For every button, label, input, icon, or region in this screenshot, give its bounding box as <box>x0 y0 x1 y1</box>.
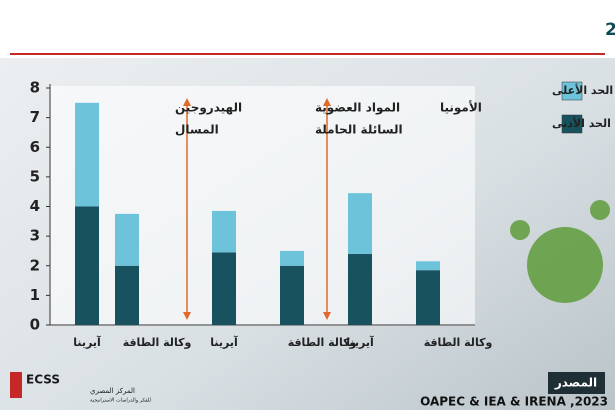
decoration <box>510 220 530 240</box>
bar-segment <box>115 213 139 266</box>
plot-area <box>50 86 475 326</box>
source-box <box>548 372 605 394</box>
chart-title: توقعات تكلفة نقل الهيدروجين وفق مسارات ا… <box>605 20 615 40</box>
logo-name: ECSS <box>26 373 60 387</box>
y-tick-label: 3 <box>30 227 40 245</box>
arrow-head <box>183 312 191 320</box>
logo-icon <box>10 372 22 398</box>
arrow-head <box>323 312 331 320</box>
bar-segment <box>75 206 99 325</box>
logo-line: للفكر والدراسات الاستراتيجية <box>90 398 151 404</box>
legend-swatch <box>561 81 583 101</box>
y-tick-label: 0 <box>30 316 40 334</box>
source: OAPEC & IEA & IRENA ,2023 <box>420 395 608 409</box>
x-tick-label: آيرينا <box>210 335 238 349</box>
bar-segment <box>416 261 440 271</box>
y-tick-label: 5 <box>30 167 40 185</box>
arrow-head <box>183 98 191 106</box>
group-label: الأمونيا <box>440 100 482 116</box>
x-tick-label: آيرينا <box>346 335 374 349</box>
arrow-head <box>323 98 331 106</box>
x-tick-label: وكالة الطاقة <box>424 336 493 349</box>
group-label: الهيدروجين <box>175 101 242 116</box>
y-tick-label: 4 <box>30 197 40 215</box>
group-label: المسال <box>175 123 219 137</box>
legend-label: الحد الأدنى <box>552 116 611 130</box>
y-tick-label: 1 <box>30 286 40 304</box>
y-tick-label: 8 <box>30 79 40 97</box>
y-tick-label: 6 <box>30 138 40 156</box>
bar-segment <box>348 193 372 254</box>
y-tick-label: 7 <box>30 108 40 126</box>
bar-segment <box>280 250 304 266</box>
bar-segment <box>212 210 236 253</box>
bar-segment <box>280 265 304 325</box>
group-label: المواد العضوية <box>315 101 400 116</box>
title-band <box>0 0 615 58</box>
x-tick-label: وكالة الطاقة <box>123 336 192 349</box>
bar-segment <box>75 102 99 207</box>
y-tick-label: 2 <box>30 256 40 274</box>
x-tick-label: آيرينا <box>73 335 101 349</box>
bar-segment <box>212 252 236 325</box>
logo-line: المركز المصري <box>90 387 135 395</box>
bar-segment <box>348 253 372 325</box>
group-label: السائلة الحاملة <box>315 123 403 137</box>
bar-segment <box>115 265 139 325</box>
source-label: المصدر <box>554 376 597 390</box>
bar-segment <box>416 270 440 325</box>
decoration <box>590 200 610 220</box>
decoration <box>527 227 603 303</box>
x-tick-label: وكالة الطاقة <box>288 336 357 349</box>
legend-swatch <box>561 114 583 134</box>
legend-label: الحد الأعلى <box>552 83 613 97</box>
